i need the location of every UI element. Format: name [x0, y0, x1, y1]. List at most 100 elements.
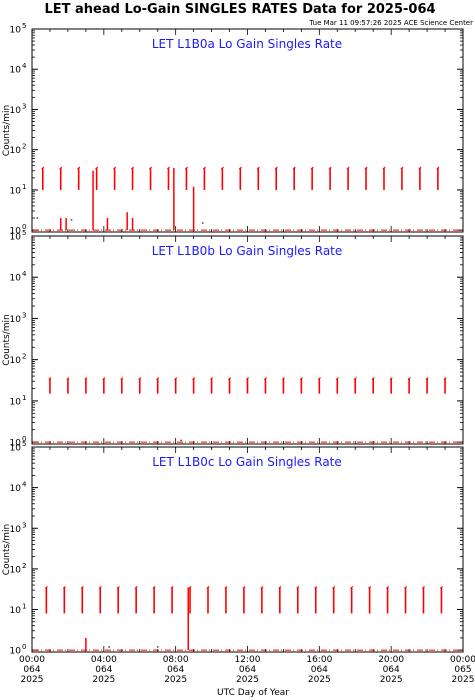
- y-tick-exponent: 2: [22, 562, 26, 570]
- rate-burst-cap: [350, 586, 354, 589]
- x-tick-label-time: 04:00: [91, 655, 117, 665]
- x-tick-label-year: 2025: [164, 675, 187, 685]
- y-tick-label: 10: [10, 444, 22, 454]
- rate-burst-cap: [84, 377, 88, 380]
- rate-burst-cap: [152, 586, 156, 589]
- rate-burst-cap: [274, 166, 278, 170]
- y-tick-exponent: 0: [22, 223, 26, 231]
- y-tick-label: 10: [10, 315, 22, 325]
- y-axis-title: Counts/min: [2, 524, 12, 575]
- rate-burst-cap: [188, 586, 192, 589]
- rate-burst-cap: [364, 166, 368, 170]
- rate-burst-cap: [443, 377, 447, 380]
- y-tick-exponent: 5: [22, 440, 26, 448]
- y-tick-label: 10: [10, 565, 22, 575]
- rate-dot: [201, 222, 204, 224]
- y-tick-exponent: 0: [22, 643, 26, 651]
- y-tick-label: 10: [10, 26, 22, 36]
- y-tick-label: 10: [10, 439, 22, 449]
- rate-burst-cap: [131, 166, 135, 170]
- y-tick-exponent: 2: [22, 143, 26, 151]
- rate-burst-cap: [328, 166, 332, 170]
- panel-label: LET L1B0a Lo Gain Singles Rate: [152, 37, 342, 51]
- y-tick-label: 10: [10, 106, 22, 116]
- y-tick-label: 10: [10, 146, 22, 156]
- x-tick-label-time: 00:00: [450, 655, 475, 665]
- x-tick-label-year: 2025: [452, 675, 475, 685]
- figure-title: LET ahead Lo-Gain SINGLES RATES Data for…: [44, 2, 435, 17]
- rate-burst-cap: [184, 166, 188, 170]
- rate-burst-cap: [292, 166, 296, 170]
- rate-dot: [70, 219, 73, 221]
- generation-timestamp: Tue Mar 11 09:57:26 2025 ACE Science Cen…: [308, 19, 473, 27]
- x-tick-label-time: 00:00: [19, 655, 45, 665]
- y-tick-label: 10: [10, 233, 22, 243]
- x-tick-label-year: 2025: [308, 675, 331, 685]
- rate-burst-cap: [113, 166, 117, 170]
- rate-burst-cap: [59, 166, 63, 170]
- y-tick-exponent: 3: [22, 102, 26, 110]
- rate-dot: [156, 646, 159, 648]
- rate-burst-cap: [80, 586, 84, 589]
- x-axis-title: UTC Day of Year: [217, 688, 289, 698]
- rate-burst-cap: [220, 166, 224, 170]
- rate-burst-cap: [371, 377, 375, 380]
- rate-burst-cap: [281, 377, 285, 380]
- rate-burst-cap: [156, 377, 160, 380]
- y-tick-label: 10: [10, 186, 22, 196]
- rate-burst-cap: [310, 166, 314, 170]
- rate-burst-cap: [382, 166, 386, 170]
- plot-frame: [31, 28, 464, 233]
- rate-burst-cap: [314, 586, 318, 589]
- rate-burst-cap: [77, 166, 81, 170]
- x-tick-label-time: 20:00: [378, 655, 404, 665]
- y-tick-exponent: 4: [22, 270, 27, 278]
- rate-dot: [36, 217, 39, 219]
- plot-frame: [31, 235, 464, 445]
- y-tick-exponent: 4: [22, 481, 27, 489]
- x-tick-label-time: 08:00: [163, 655, 189, 665]
- rate-burst-cap: [299, 377, 303, 380]
- rate-burst-cap: [317, 377, 321, 380]
- y-tick-exponent: 3: [22, 521, 26, 529]
- y-tick-label: 10: [10, 525, 22, 535]
- rate-burst-cap: [48, 377, 52, 380]
- rate-burst-cap: [245, 377, 250, 380]
- x-tick-label-day: 064: [383, 665, 400, 675]
- rate-burst-cap: [436, 166, 440, 170]
- rate-burst-cap: [192, 377, 196, 380]
- rate-burst-cap: [368, 586, 372, 589]
- rate-burst-cap: [210, 377, 214, 380]
- y-tick-label: 10: [10, 647, 22, 657]
- rate-burst-cap: [66, 377, 70, 380]
- rate-burst-cap: [202, 166, 206, 170]
- x-tick-label-day: 064: [95, 665, 112, 675]
- y-tick-exponent: 5: [22, 229, 26, 237]
- y-tick-label: 10: [10, 397, 22, 407]
- rate-burst-cap: [425, 377, 429, 380]
- rate-burst-cap: [256, 166, 260, 170]
- rate-burst-cap: [296, 586, 300, 589]
- rate-burst-cap: [174, 377, 178, 380]
- y-axis-title: Counts/min: [2, 105, 12, 156]
- x-tick-label-day: 064: [239, 665, 256, 675]
- rate-burst-cap: [228, 377, 232, 380]
- y-tick-label: 10: [10, 227, 22, 237]
- plot-frame: [31, 446, 464, 653]
- y-tick-exponent: 1: [22, 394, 26, 402]
- y-tick-exponent: 1: [22, 183, 26, 191]
- y-tick-label: 10: [10, 484, 22, 494]
- x-tick-label-time: 12:00: [235, 655, 261, 665]
- rate-burst-cap: [149, 166, 153, 170]
- x-tick-label-day: 064: [311, 665, 328, 675]
- rate-burst-cap: [263, 377, 267, 380]
- y-tick-exponent: 0: [22, 435, 26, 443]
- rate-burst-cap: [98, 586, 102, 589]
- rate-burst-cap: [95, 166, 99, 170]
- rate-burst-cap: [206, 586, 210, 589]
- rate-burst-cap: [102, 377, 106, 380]
- rate-burst-cap: [41, 166, 45, 170]
